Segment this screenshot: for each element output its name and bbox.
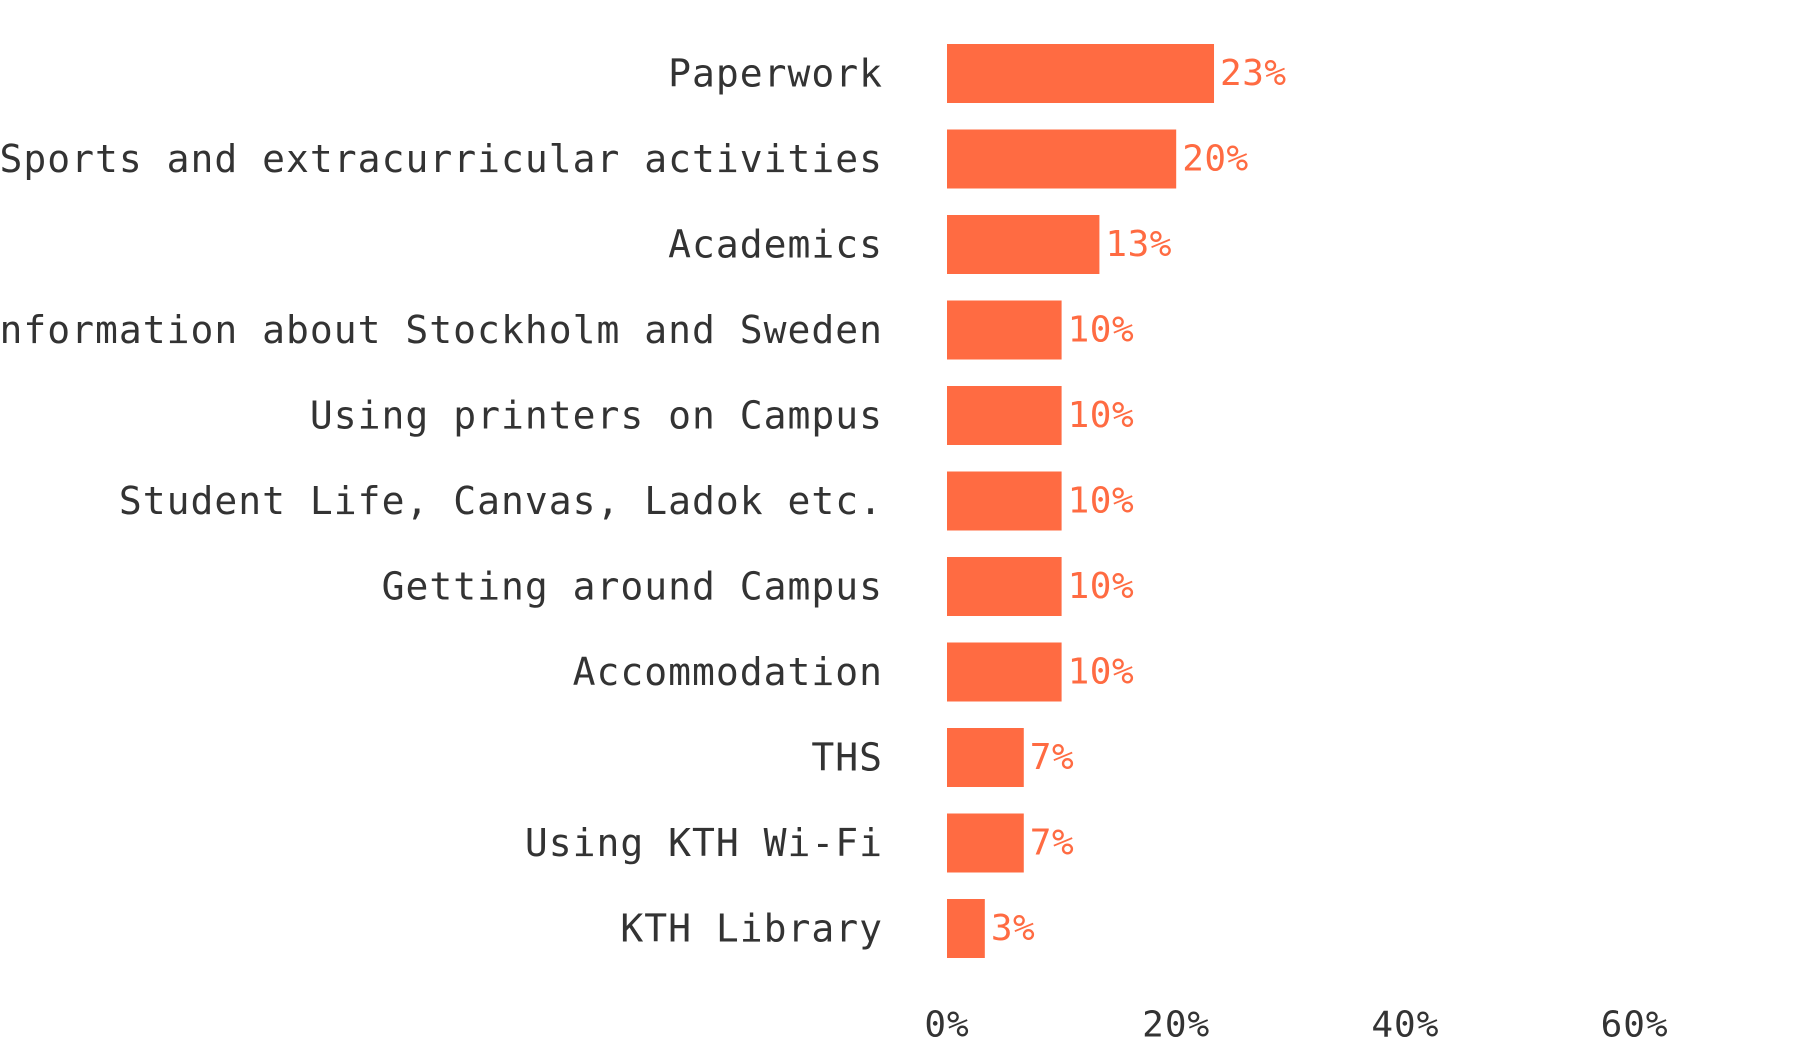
category-label-student-life-canvas-ladok-etc: Student Life, Canvas, Ladok etc.	[119, 479, 883, 523]
category-label-getting-around-campus: Getting around Campus	[382, 565, 883, 609]
x-axis-tick-labels: 0% 20% 40% 60%	[924, 1005, 1669, 1046]
data-label-sports-and-extracurricular-activities: 20%	[1182, 139, 1249, 180]
x-tick-label-60: 60%	[1601, 1005, 1669, 1046]
category-label-paperwork: Paperwork	[668, 52, 883, 96]
bar-getting-around-campus	[947, 557, 1062, 616]
bars	[947, 44, 1215, 958]
bar-student-life-canvas-ladok-etc	[947, 471, 1062, 531]
data-label-paperwork: 23%	[1220, 53, 1287, 94]
category-labels: Paperwork Sports and extracurricular acti…	[0, 52, 883, 951]
bar-information-about-stockholm-and-sweden	[947, 300, 1062, 360]
data-label-getting-around-campus: 10%	[1068, 566, 1135, 607]
category-label-accommodation: Accommodation	[573, 650, 883, 694]
data-label-academics: 13%	[1105, 224, 1172, 265]
x-tick-label-0: 0%	[924, 1005, 969, 1046]
data-label-using-printers-on-campus: 10%	[1068, 395, 1135, 436]
category-label-using-kth-wi-fi: Using KTH Wi-Fi	[525, 821, 883, 865]
data-labels: 23% 20% 13% 10% 10% 10% 10% 10% 7% 7% 3%	[991, 53, 1287, 949]
bar-sports-and-extracurricular-activities	[947, 129, 1177, 189]
category-label-information-about-stockholm-and-sweden: Information about Stockholm and Sweden	[0, 308, 883, 352]
data-label-accommodation: 10%	[1068, 652, 1135, 693]
bar-using-kth-wi-fi	[947, 813, 1024, 873]
x-tick-label-20: 20%	[1142, 1005, 1210, 1046]
bar-kth-library	[947, 899, 985, 958]
data-label-student-life-canvas-ladok-etc: 10%	[1068, 481, 1135, 522]
bar-academics	[947, 215, 1100, 274]
category-label-ths: THS	[811, 736, 883, 780]
data-label-kth-library: 3%	[991, 908, 1035, 949]
bar-paperwork	[947, 44, 1215, 103]
category-label-using-printers-on-campus: Using printers on Campus	[310, 394, 883, 438]
category-label-kth-library: KTH Library	[620, 907, 883, 951]
data-label-information-about-stockholm-and-sweden: 10%	[1068, 310, 1135, 351]
bar-using-printers-on-campus	[947, 386, 1062, 445]
x-tick-label-40: 40%	[1371, 1005, 1439, 1046]
category-label-sports-and-extracurricular-activities: Sports and extracurricular activities	[0, 137, 883, 181]
bar-accommodation	[947, 642, 1062, 702]
category-label-academics: Academics	[668, 223, 883, 267]
bar-ths	[947, 728, 1024, 787]
data-label-using-kth-wi-fi: 7%	[1030, 823, 1074, 864]
data-label-ths: 7%	[1030, 737, 1074, 778]
